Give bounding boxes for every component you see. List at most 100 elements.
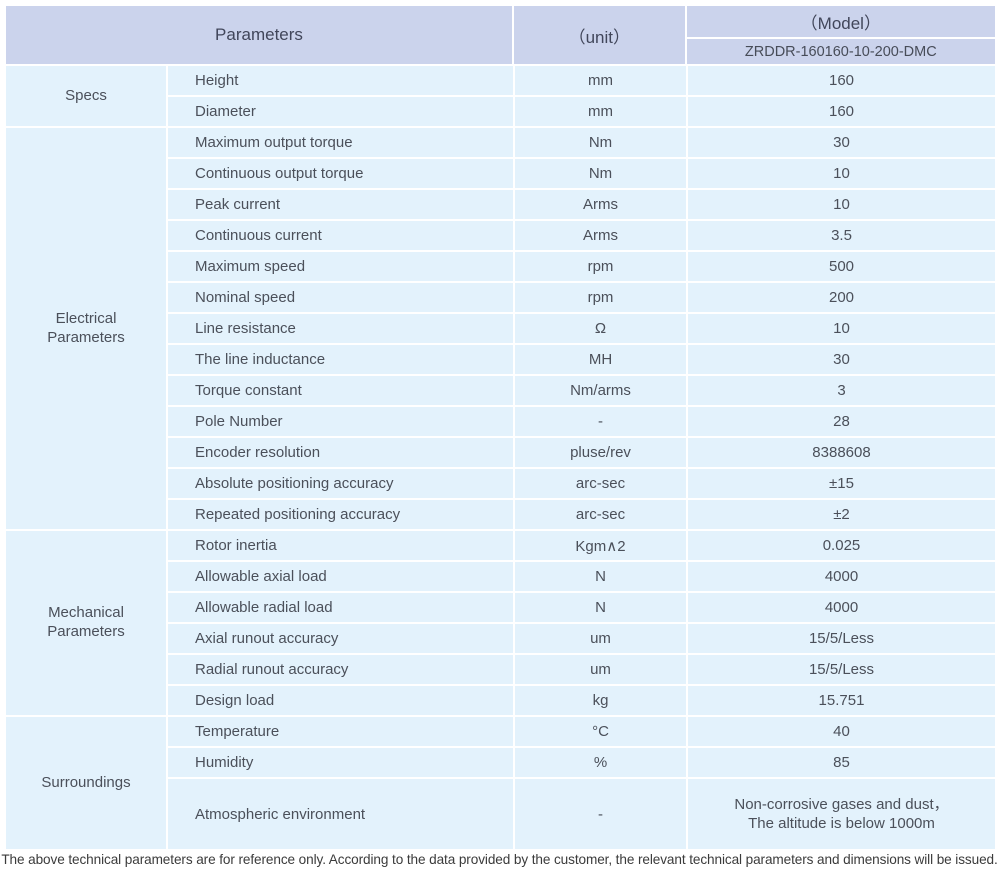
param-name-cell: Peak current xyxy=(168,190,513,219)
param-name-cell: Radial runout accuracy xyxy=(168,655,513,684)
section-label-text: Surroundings xyxy=(41,773,131,791)
unit-cell: um xyxy=(515,655,686,684)
unit-cell: MH xyxy=(515,345,686,374)
section-label: Mechanical Parameters xyxy=(6,531,166,715)
table-row: Pole Number -28 xyxy=(168,407,995,436)
table-row: Absolute positioning accuracy arc-sec ±15 xyxy=(168,469,995,498)
unit-cell: - xyxy=(515,407,686,436)
table-row: Nominal speed rpm 200 xyxy=(168,283,995,312)
table-row: The line inductance MH 30 xyxy=(168,345,995,374)
param-name-cell: Line resistance xyxy=(168,314,513,343)
param-name-cell: Continuous output torque xyxy=(168,159,513,188)
value-cell: 160 xyxy=(688,66,995,95)
section-label-text: Mechanical Parameters xyxy=(47,604,125,640)
value-cell: 4000 xyxy=(688,562,995,591)
param-name-cell: Rotor inertia xyxy=(168,531,513,560)
table-row: Allowable radial load N 4000 xyxy=(168,593,995,622)
table-row: Continuous current Arms 3.5 xyxy=(168,221,995,250)
unit-cell: mm xyxy=(515,97,686,126)
unit-cell: Arms xyxy=(515,221,686,250)
section-rows: Temperature °C 40 Humidity% 85 Atmospheric en… xyxy=(168,717,995,849)
value-cell: 3 xyxy=(688,376,995,405)
table-row: Design load kg 15.751 xyxy=(168,686,995,715)
value-cell: 0.025 xyxy=(688,531,995,560)
unit-cell: Nm xyxy=(515,128,686,157)
section-mechanical-parameters: Mechanical Parameters Rotor inertia Kgm∧2 0… xyxy=(6,531,995,715)
table-row: Rotor inertia Kgm∧2 0.025 xyxy=(168,531,995,560)
value-cell: 10 xyxy=(688,159,995,188)
section-specs: Specs Height mm 160 Diameter mm 160 xyxy=(6,66,995,126)
value-cell: 85 xyxy=(688,748,995,777)
param-name-cell: The line inductance xyxy=(168,345,513,374)
param-name-cell: Continuous current xyxy=(168,221,513,250)
unit-cell: Ω xyxy=(515,314,686,343)
unit-cell: Kgm∧2 xyxy=(515,531,686,560)
unit-cell: Nm/arms xyxy=(515,376,686,405)
table-row: Maximum speed rpm 500 xyxy=(168,252,995,281)
value-cell: 15/5/Less xyxy=(688,624,995,653)
section-label-text: Electrical Parameters xyxy=(47,309,125,346)
header-model: （Model） xyxy=(686,6,995,37)
unit-cell: arc-sec xyxy=(515,500,686,529)
value-cell: 8388608 xyxy=(688,438,995,467)
param-name-cell: Axial runout accuracy xyxy=(168,624,513,653)
unit-cell: rpm xyxy=(515,283,686,312)
value-cell: 4000 xyxy=(688,593,995,622)
table-row: Continuous output torque Nm 10 xyxy=(168,159,995,188)
header-unit: （unit） xyxy=(513,6,685,64)
table-row: Atmospheric environment - Non-corrosive ga… xyxy=(168,779,995,849)
table-header: Parameters （unit） （Model） ZRDDR-160160-1… xyxy=(6,6,995,64)
value-cell: 15.751 xyxy=(688,686,995,715)
param-name-cell: Temperature xyxy=(168,717,513,746)
value-cell: 10 xyxy=(688,314,995,343)
spec-table: Parameters （unit） （Model） ZRDDR-160160-1… xyxy=(6,6,995,849)
value-cell: 40 xyxy=(688,717,995,746)
unit-cell: rpm xyxy=(515,252,686,281)
header-model-column: （Model） ZRDDR-160160-10-200-DMC xyxy=(686,6,995,64)
value-cell: Non-corrosive gases and dust， The altitu… xyxy=(688,779,995,849)
unit-cell: Nm xyxy=(515,159,686,188)
section-rows: Rotor inertia Kgm∧2 0.025 Allowable axial l… xyxy=(168,531,995,715)
unit-cell: °C xyxy=(515,717,686,746)
section-surroundings: Surroundings Temperature °C 40 Humidity% 85 At… xyxy=(6,717,995,849)
param-name-cell: Diameter xyxy=(168,97,513,126)
unit-cell: pluse/rev xyxy=(515,438,686,467)
section-rows: Maximum output torque Nm 30 Continuous outp… xyxy=(168,128,995,529)
table-row: Repeated positioning accuracy arc-sec ±2 xyxy=(168,500,995,529)
table-body: Specs Height mm 160 Diameter mm 160 Electrical … xyxy=(6,66,995,849)
value-cell: ±15 xyxy=(688,469,995,498)
table-row: Temperature °C 40 xyxy=(168,717,995,746)
param-name-cell: Torque constant xyxy=(168,376,513,405)
param-name-cell: Maximum output torque xyxy=(168,128,513,157)
unit-cell: % xyxy=(515,748,686,777)
unit-cell: - xyxy=(515,779,686,849)
param-name-cell: Repeated positioning accuracy xyxy=(168,500,513,529)
table-row: Diameter mm 160 xyxy=(168,97,995,126)
header-parameters: Parameters xyxy=(6,6,512,64)
value-cell: 15/5/Less xyxy=(688,655,995,684)
value-cell: 28 xyxy=(688,407,995,436)
param-name-cell: Absolute positioning accuracy xyxy=(168,469,513,498)
value-cell: 3.5 xyxy=(688,221,995,250)
param-name-cell: Allowable radial load xyxy=(168,593,513,622)
section-electrical-parameters: Electrical Parameters Maximum output torq… xyxy=(6,128,995,529)
table-row: Allowable axial load N 4000 xyxy=(168,562,995,591)
header-model-number: ZRDDR-160160-10-200-DMC xyxy=(686,39,995,64)
value-cell: 500 xyxy=(688,252,995,281)
param-name-cell: Nominal speed xyxy=(168,283,513,312)
unit-cell: arc-sec xyxy=(515,469,686,498)
unit-cell: kg xyxy=(515,686,686,715)
section-label: Surroundings xyxy=(6,717,166,849)
footer-note: The above technical parameters are for r… xyxy=(1,852,998,867)
unit-cell: Arms xyxy=(515,190,686,219)
table-row: Humidity% 85 xyxy=(168,748,995,777)
table-row: Encoder resolution pluse/rev 8388608 xyxy=(168,438,995,467)
unit-cell: N xyxy=(515,593,686,622)
value-cell: 30 xyxy=(688,345,995,374)
table-row: Torque constant Nm/arms 3 xyxy=(168,376,995,405)
param-name-cell: Humidity xyxy=(168,748,513,777)
unit-cell: N xyxy=(515,562,686,591)
section-rows: Height mm 160 Diameter mm 160 xyxy=(168,66,995,126)
value-cell: ±2 xyxy=(688,500,995,529)
section-label-text: Specs xyxy=(65,86,107,104)
